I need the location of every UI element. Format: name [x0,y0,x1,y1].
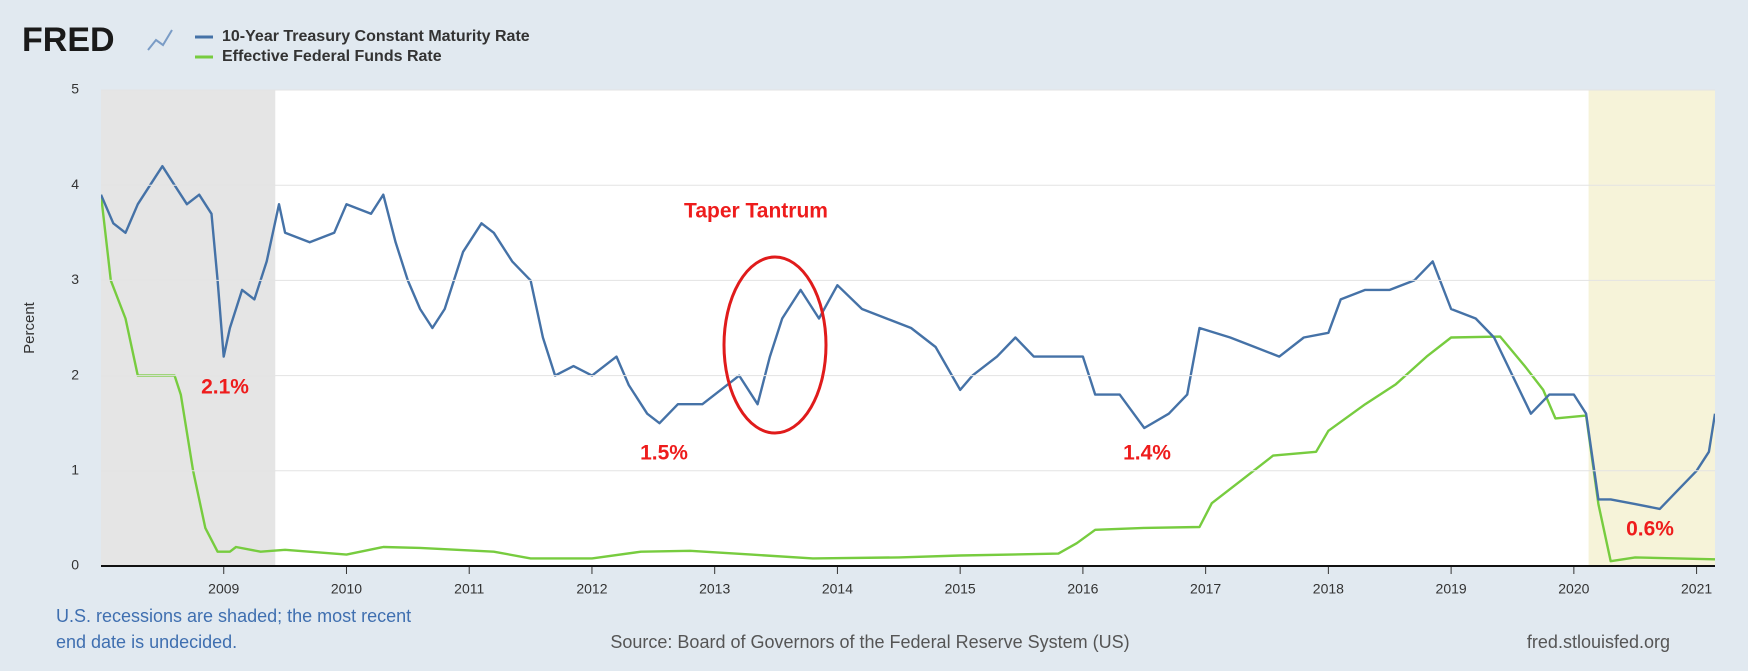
logo: FRED [22,21,115,59]
x-tick-label: 2014 [822,581,853,597]
x-tick-label: 2019 [1436,581,1467,597]
x-tick-label: 2011 [454,581,484,597]
x-tick-label: 2010 [331,581,362,597]
plot-clip [101,90,1715,566]
x-tick-label: 2013 [699,581,730,597]
recession-shade [101,90,276,566]
annotation: 1.4% [1123,442,1171,465]
annotation-circle [722,255,828,435]
legend-label: Effective Federal Funds Rate [222,48,442,65]
y-tick-label: 0 [71,557,79,573]
y-axis-label: Percent [21,301,38,354]
annotation: 1.5% [640,442,688,465]
y-tick-label: 1 [71,462,79,478]
x-tick-label: 2009 [208,581,239,597]
source: Source: Board of Governors of the Federa… [610,632,1129,652]
logo-icon [147,29,173,51]
series-line [101,165,1715,511]
y-tick-label: 5 [71,81,79,97]
legend-label: 10-Year Treasury Constant Maturity Rate [222,28,530,45]
annotation: Taper Tantrum [684,200,828,223]
annotation: 0.6% [1626,518,1674,541]
note: U.S. recessions are shaded; the most rec… [56,606,411,626]
x-tick-label: 2021 [1681,581,1712,597]
series-line [101,194,1715,563]
y-tick-label: 4 [71,176,79,192]
x-tick-label: 2018 [1313,581,1344,597]
note: end date is undecided. [56,632,237,652]
recession-shade [1588,90,1715,566]
x-tick-label: 2017 [1190,581,1221,597]
annotation: 2.1% [201,376,249,399]
x-tick-label: 2020 [1558,581,1589,597]
y-tick-label: 2 [71,366,79,382]
y-tick-label: 3 [71,271,79,287]
x-tick-label: 2016 [1067,581,1098,597]
site-url: fred.stlouisfed.org [1527,632,1670,652]
x-tick-label: 2012 [576,581,607,597]
x-tick-label: 2015 [945,581,976,597]
